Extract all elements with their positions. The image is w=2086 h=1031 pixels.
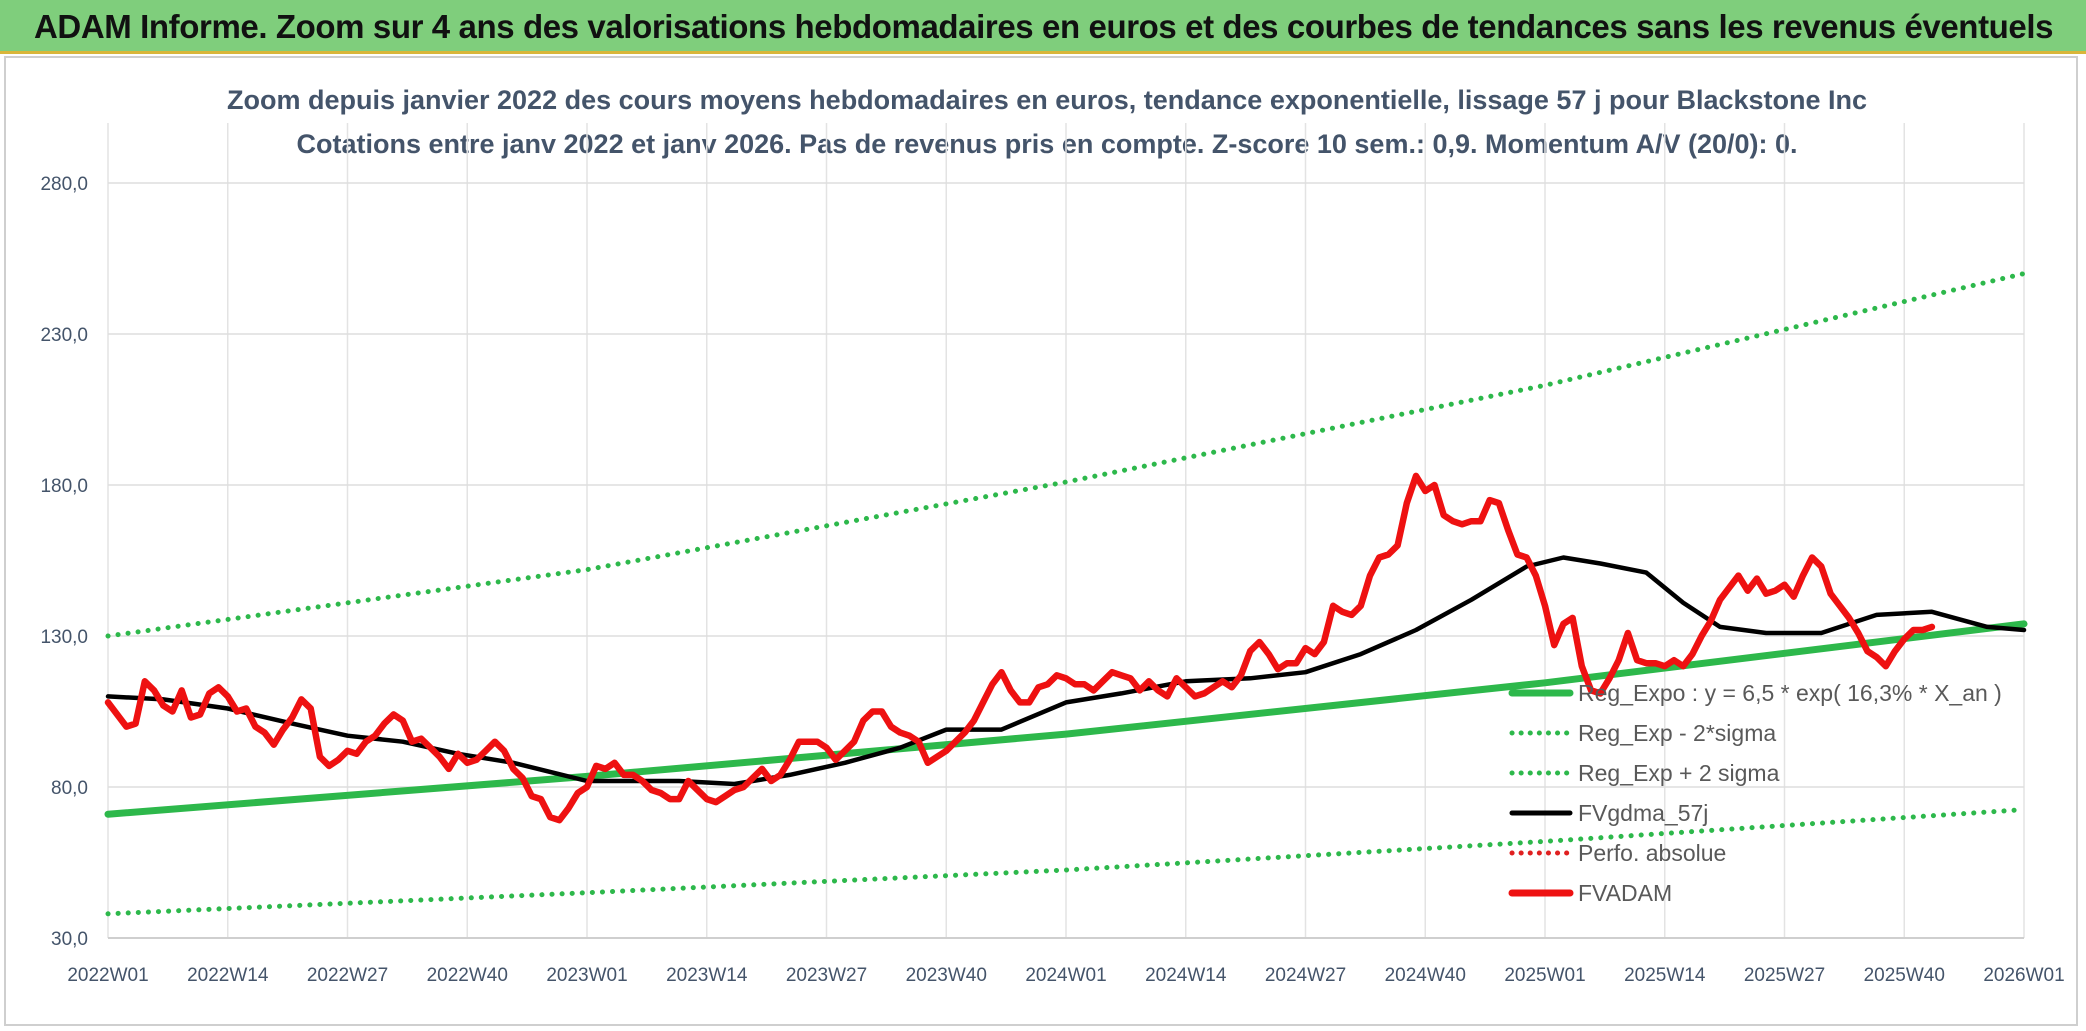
x-tick-label: 2025W40 xyxy=(1864,965,1945,986)
x-tick-label: 2023W14 xyxy=(666,965,748,986)
legend-label-1: Reg_Exp - 2*sigma xyxy=(1578,720,1776,746)
x-tick-label: 2023W40 xyxy=(906,965,987,986)
chart-title: Zoom depuis janvier 2022 des cours moyen… xyxy=(227,85,1867,115)
legend-label-3: FVgdma_57j xyxy=(1578,800,1708,826)
y-tick-label: 130,0 xyxy=(40,627,88,648)
y-tick-label: 280,0 xyxy=(40,174,88,195)
legend-label-4: Perfo. absolue xyxy=(1578,840,1726,866)
x-tick-label: 2022W14 xyxy=(187,965,269,986)
legend-label-0: Reg_Expo : y = 6,5 * exp( 16,3% * X_an ) xyxy=(1578,680,2002,706)
y-tick-label: 80,0 xyxy=(51,778,88,799)
header-banner: ADAM Informe. Zoom sur 4 ans des valoris… xyxy=(0,0,2086,54)
legend-label-5: FVADAM xyxy=(1578,880,1672,906)
y-tick-label: 30,0 xyxy=(51,929,88,950)
chart-subtitle: Cotations entre janv 2022 et janv 2026. … xyxy=(296,129,1797,159)
series-line-3 xyxy=(105,555,2027,787)
x-tick-label: 2024W14 xyxy=(1145,965,1227,986)
x-tick-label: 2023W27 xyxy=(786,965,867,986)
x-tick-label: 2022W27 xyxy=(307,965,388,986)
x-tick-label: 2024W27 xyxy=(1265,965,1346,986)
legend: Reg_Expo : y = 6,5 * exp( 16,3% * X_an )… xyxy=(1508,680,2002,906)
x-tick-label: 2023W01 xyxy=(546,965,627,986)
x-tick-label: 2025W01 xyxy=(1504,965,1585,986)
x-tick-label: 2026W01 xyxy=(1983,965,2064,986)
x-tick-label: 2022W01 xyxy=(67,965,148,986)
series-line-0 xyxy=(104,620,2028,818)
x-tick-label: 2025W14 xyxy=(1624,965,1706,986)
axes: 2022W01 2022W14 2022W27 2022W40 2023W01 2023W… xyxy=(40,174,2064,986)
x-tick-label: 2024W40 xyxy=(1385,965,1466,986)
chart-frame xyxy=(4,56,2078,1026)
series-line-5 xyxy=(104,472,1936,824)
series-line-1 xyxy=(105,807,2027,917)
y-tick-label: 180,0 xyxy=(40,476,88,497)
legend-label-2: Reg_Exp + 2 sigma xyxy=(1578,760,1780,786)
page-title: ADAM Informe. Zoom sur 4 ans des valoris… xyxy=(34,8,2054,45)
y-tick-label: 230,0 xyxy=(40,325,88,346)
x-tick-label: 2024W01 xyxy=(1025,965,1106,986)
series-line-2 xyxy=(105,271,2027,639)
grid xyxy=(107,123,2025,939)
series-layer xyxy=(104,271,2028,917)
x-tick-label: 2022W40 xyxy=(427,965,508,986)
x-tick-label: 2025W27 xyxy=(1744,965,1825,986)
